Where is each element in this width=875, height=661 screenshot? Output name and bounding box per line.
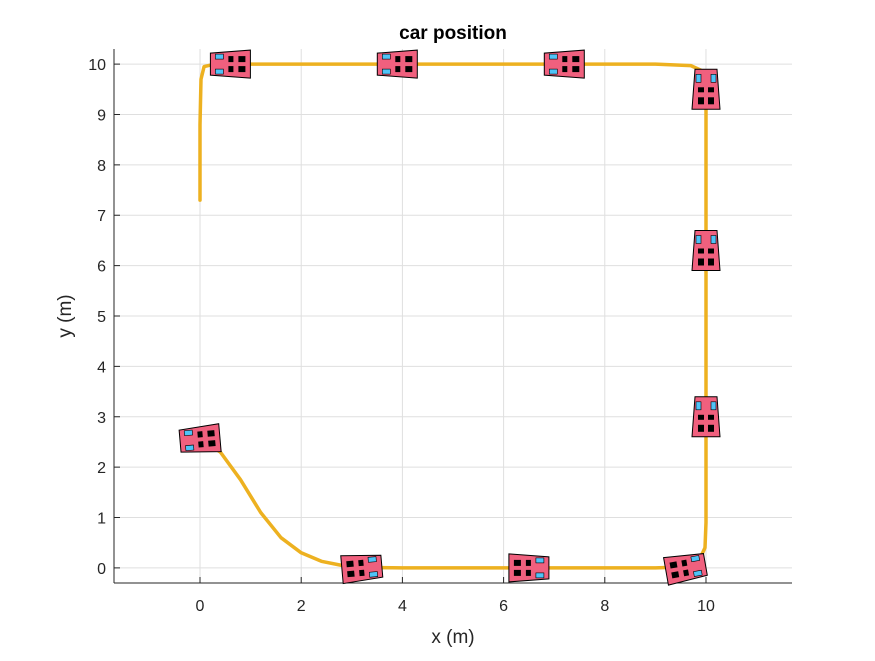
car-marker	[662, 553, 708, 586]
y-tick-label: 5	[97, 309, 106, 326]
car-markers	[178, 49, 721, 586]
y-tick-label: 3	[97, 410, 106, 427]
y-tick-label: 8	[97, 158, 106, 175]
x-axis-label: x (m)	[431, 627, 474, 648]
y-tick-label: 0	[97, 561, 106, 578]
y-tick-label: 6	[97, 259, 106, 276]
car-marker	[178, 423, 222, 453]
x-tick-label: 8	[600, 598, 609, 615]
car-marker	[691, 230, 721, 271]
grid-lines	[114, 49, 792, 583]
tick-labels: 0 2 4 6 8 10 0 1 2 3 4 5 6 7 8 9 10	[88, 57, 715, 615]
car-marker	[209, 49, 251, 79]
y-tick-label: 2	[97, 460, 106, 477]
chart-title: car position	[399, 23, 507, 44]
axes	[113, 49, 792, 584]
y-tick-label: 1	[97, 511, 106, 528]
x-tick-label: 6	[499, 598, 508, 615]
x-tick-label: 0	[196, 598, 205, 615]
x-tick-label: 2	[297, 598, 306, 615]
x-tick-label: 10	[697, 598, 715, 615]
y-tick-label: 4	[97, 359, 106, 376]
y-tick-label: 9	[97, 107, 106, 124]
y-axis-label: y (m)	[55, 294, 76, 337]
y-tick-label: 7	[97, 208, 106, 225]
car-marker	[340, 554, 384, 585]
car-marker	[508, 553, 550, 583]
x-tick-label: 4	[398, 598, 407, 615]
y-tick-label: 10	[88, 57, 106, 74]
car-marker	[376, 49, 418, 79]
car-marker	[691, 396, 721, 438]
car-marker	[543, 49, 585, 79]
car-marker	[691, 68, 721, 110]
